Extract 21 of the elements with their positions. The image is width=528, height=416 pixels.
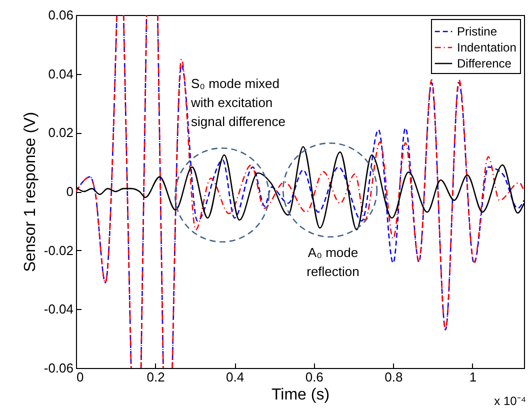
y-tick-label: -0.06 <box>44 360 74 376</box>
x-tick-label: 1 <box>469 370 477 384</box>
text: x 10⁻⁴ <box>494 394 526 408</box>
x-tick-label: 0.8 <box>384 370 403 384</box>
annotation: S₀ mode mixed with excitation signal difference <box>190 76 286 129</box>
y-tick-label: 0.04 <box>48 66 74 82</box>
y-tick-label: 0.06 <box>48 8 74 22</box>
x-axis-title: Time (s) <box>271 386 330 404</box>
x-tick-label: 0 <box>76 370 84 384</box>
legend-label: Pristine <box>457 24 498 38</box>
annotation: A₀ mode reflection <box>306 245 360 279</box>
x-tick-label: 0.2 <box>146 370 165 384</box>
y-axis-title: Sensor 1 response (V) <box>22 112 39 272</box>
x-tick-label: 0.4 <box>226 370 244 384</box>
y-tick-label: 0.02 <box>48 125 74 140</box>
y-tick-label: -0.04 <box>44 302 74 317</box>
legend-label: Difference <box>457 56 512 70</box>
y-tick-label: 0 <box>66 184 74 199</box>
x-tick-label: 0.6 <box>305 370 324 384</box>
legend-label: Indentation <box>457 40 516 54</box>
y-tick-label: -0.02 <box>44 242 74 258</box>
